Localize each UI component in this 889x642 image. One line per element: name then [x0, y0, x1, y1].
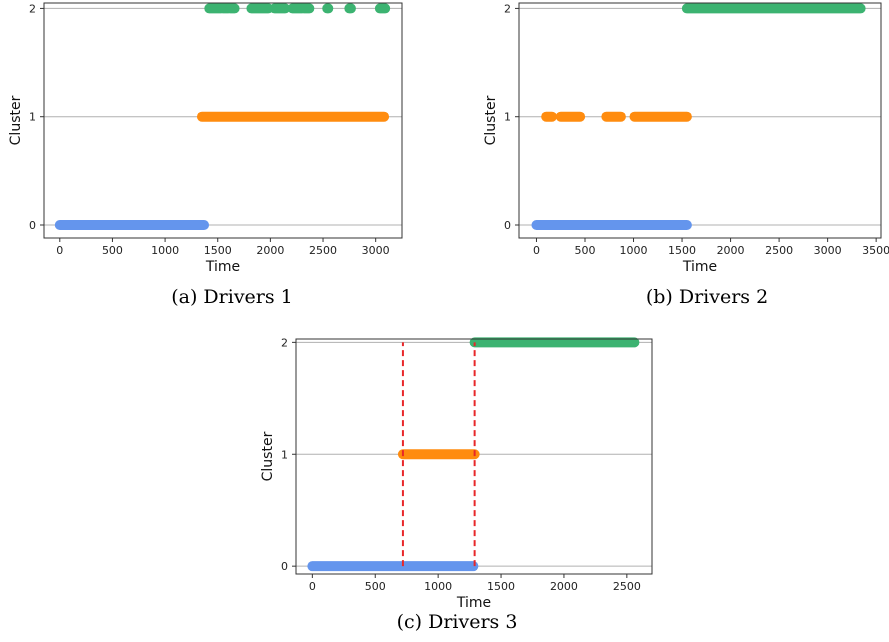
cluster-2-segment	[299, 3, 315, 14]
cluster-1-segment	[541, 111, 557, 122]
x-tick-label: 1000	[620, 244, 648, 257]
chart-caption: (b) Drivers 2	[646, 286, 768, 308]
chart-panel-3: 0 500 1000 1500 2000 2500 0 1 2 Time Cluster (c) Dr…	[260, 336, 653, 633]
y-tick-label: 0	[29, 219, 36, 232]
x-tick-label: 3000	[814, 244, 842, 257]
x-tick-label: 3000	[362, 244, 390, 257]
x-tick-label: 2500	[309, 244, 337, 257]
y-tick-label: 2	[29, 2, 36, 15]
cluster-1-segment	[196, 111, 390, 122]
x-tick-label: 500	[365, 580, 386, 593]
x-tick-label: 2000	[256, 244, 284, 257]
cluster-2-segment	[374, 3, 391, 14]
cluster-1-segment	[555, 111, 586, 122]
x-tick-label: 2500	[613, 580, 641, 593]
chart-caption: (a) Drivers 1	[171, 286, 293, 308]
cluster-2-segment	[344, 3, 356, 14]
x-tick-label: 1000	[151, 244, 179, 257]
chart-panel-2: 0 500 1000 1500 2000 2500 3000 3500 0 1 2 Time Clust…	[483, 2, 889, 308]
y-tick-label: 1	[281, 448, 288, 461]
cluster-2-segment	[469, 337, 640, 348]
x-tick-label: 1000	[424, 580, 452, 593]
cluster-2-segment	[225, 3, 240, 14]
cluster-2-segment	[246, 3, 274, 14]
cluster-1-segment	[397, 449, 480, 460]
x-tick-label: 2000	[717, 244, 745, 257]
x-tick-label: 3500	[862, 244, 889, 257]
y-tick-label: 0	[504, 219, 511, 232]
x-tick-label: 0	[533, 244, 540, 257]
cluster-1-segment	[629, 111, 692, 122]
cluster-0-segment	[531, 220, 692, 231]
y-tick-label: 2	[504, 2, 511, 15]
x-tick-label: 500	[102, 244, 123, 257]
y-axis-label: Cluster	[483, 95, 499, 145]
x-tick-label: 0	[309, 580, 316, 593]
y-tick-label: 1	[29, 111, 36, 124]
y-tick-label: 0	[281, 560, 288, 573]
x-tick-label: 2000	[550, 580, 578, 593]
plot-frame	[295, 338, 653, 575]
cluster-2-segment	[322, 3, 334, 14]
cluster-2-segment	[269, 3, 291, 14]
plot-frame	[518, 2, 882, 239]
cluster-1-segment	[601, 111, 626, 122]
y-axis-label: Cluster	[260, 431, 276, 481]
x-axis-label: Time	[205, 259, 240, 275]
chart-panel-1: 0 500 1000 1500 2000 2500 3000 0 1 2 Time Cluster (a…	[8, 2, 403, 308]
x-tick-label: 500	[574, 244, 595, 257]
cluster-0-segment	[307, 561, 479, 572]
y-axis-label: Cluster	[8, 95, 24, 145]
y-tick-label: 2	[281, 336, 288, 349]
cluster-0-segment	[54, 220, 210, 231]
x-axis-label: Time	[456, 595, 491, 611]
x-tick-label: 1500	[204, 244, 232, 257]
x-tick-label: 1500	[668, 244, 696, 257]
x-tick-label: 1500	[487, 580, 515, 593]
chart-caption: (c) Drivers 3	[397, 611, 518, 633]
cluster-2-segment	[681, 3, 866, 14]
x-tick-label: 0	[56, 244, 63, 257]
x-tick-label: 2500	[765, 244, 793, 257]
x-axis-label: Time	[682, 259, 717, 275]
plot-frame	[43, 2, 403, 239]
y-tick-label: 1	[504, 111, 511, 124]
